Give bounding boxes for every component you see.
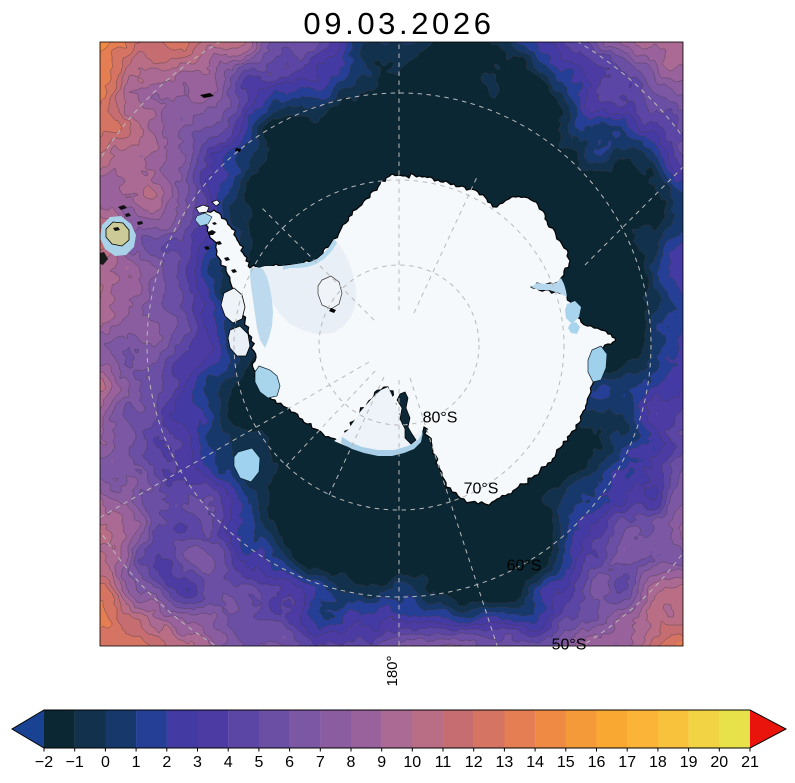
svg-text:2: 2 (162, 754, 171, 771)
svg-text:11: 11 (435, 754, 452, 771)
svg-text:18: 18 (649, 754, 667, 771)
svg-text:−2: −2 (35, 754, 53, 771)
svg-text:−1: −1 (66, 754, 84, 771)
svg-text:0: 0 (101, 754, 110, 771)
svg-text:10: 10 (403, 754, 421, 771)
svg-text:7: 7 (316, 754, 325, 771)
svg-text:5: 5 (254, 754, 263, 771)
svg-text:19: 19 (680, 754, 698, 771)
svg-text:21: 21 (741, 754, 759, 771)
svg-text:6: 6 (285, 754, 294, 771)
svg-text:13: 13 (496, 754, 514, 771)
svg-text:180°: 180° (384, 655, 401, 686)
svg-text:1: 1 (132, 754, 141, 771)
svg-text:4: 4 (224, 754, 233, 771)
svg-text:50°S: 50°S (552, 637, 587, 654)
svg-text:20: 20 (710, 754, 728, 771)
svg-text:9: 9 (377, 754, 386, 771)
svg-text:12: 12 (465, 754, 483, 771)
svg-text:8: 8 (347, 754, 356, 771)
svg-text:80°S: 80°S (423, 410, 458, 427)
svg-text:14: 14 (526, 754, 544, 771)
svg-text:3: 3 (193, 754, 202, 771)
svg-text:09.03.2026: 09.03.2026 (303, 6, 494, 41)
svg-text:60°S: 60°S (507, 558, 542, 575)
svg-text:16: 16 (588, 754, 606, 771)
svg-text:70°S: 70°S (464, 481, 499, 498)
svg-text:17: 17 (618, 754, 636, 771)
svg-text:15: 15 (557, 754, 575, 771)
